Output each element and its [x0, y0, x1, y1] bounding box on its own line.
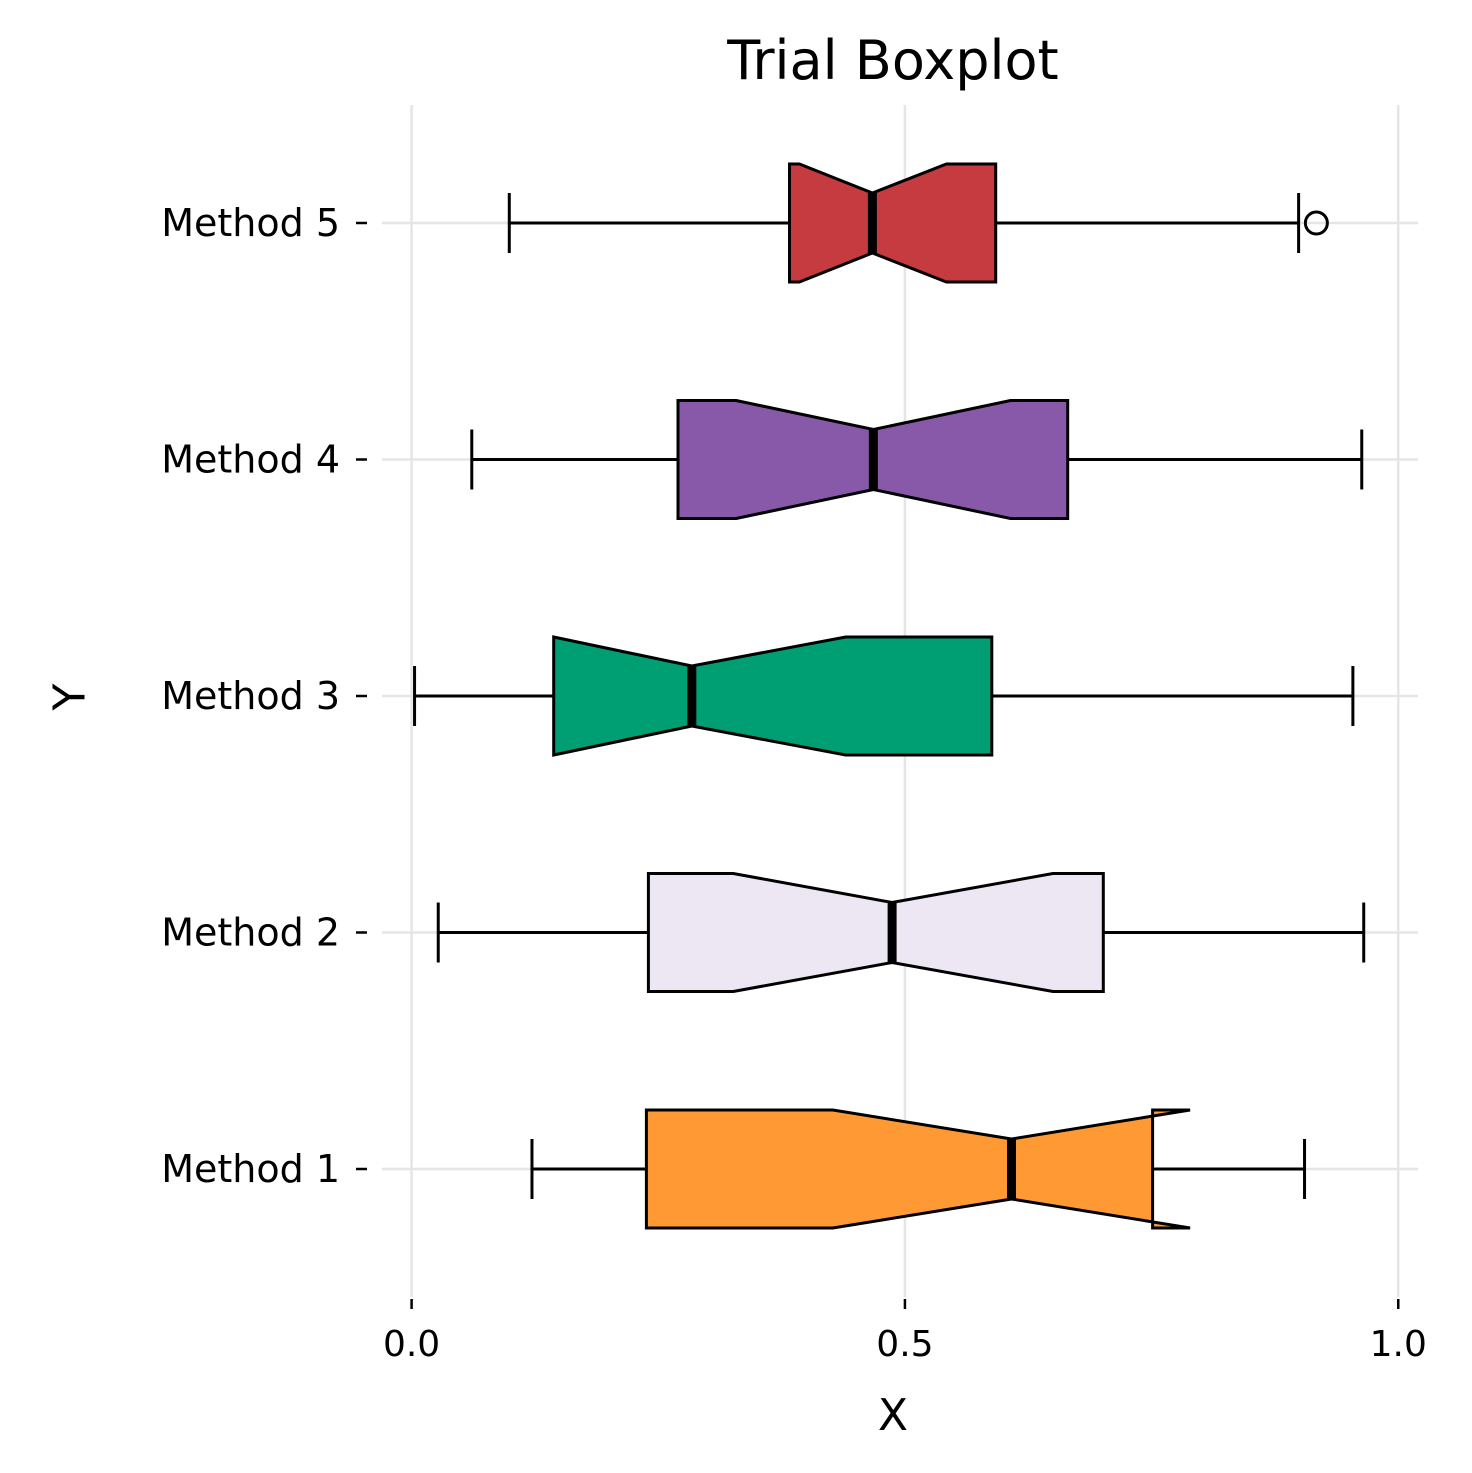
x-tick-label: 0.5 [876, 1324, 933, 1365]
y-axis-label: Y [45, 683, 96, 711]
box-group [436, 872, 1366, 993]
y-tick-label: Method 5 [161, 201, 340, 245]
boxplot-series [413, 162, 1366, 1230]
y-tick-label: Method 2 [161, 911, 340, 955]
chart-title: Trial Boxplot [726, 29, 1058, 92]
box-group [507, 162, 1329, 284]
axes: 0.0 0.5 1.0 Method 1 Method 2 Method 3 Method … [161, 201, 1427, 1365]
box-body [788, 162, 998, 284]
box-body [646, 872, 1105, 993]
outlier-marker [1303, 210, 1329, 236]
y-tick-label: Method 1 [161, 1147, 340, 1191]
box-body [552, 635, 994, 757]
y-tick-label: Method 3 [161, 674, 340, 718]
x-tick-label: 0.0 [383, 1324, 440, 1365]
x-axis-label: X [878, 1390, 908, 1441]
y-tick-label: Method 4 [161, 438, 340, 482]
box-group [470, 399, 1364, 520]
x-tick-label: 1.0 [1370, 1324, 1427, 1365]
box-group [530, 1108, 1307, 1230]
box-body [644, 1108, 1191, 1230]
box-group [413, 635, 1355, 757]
